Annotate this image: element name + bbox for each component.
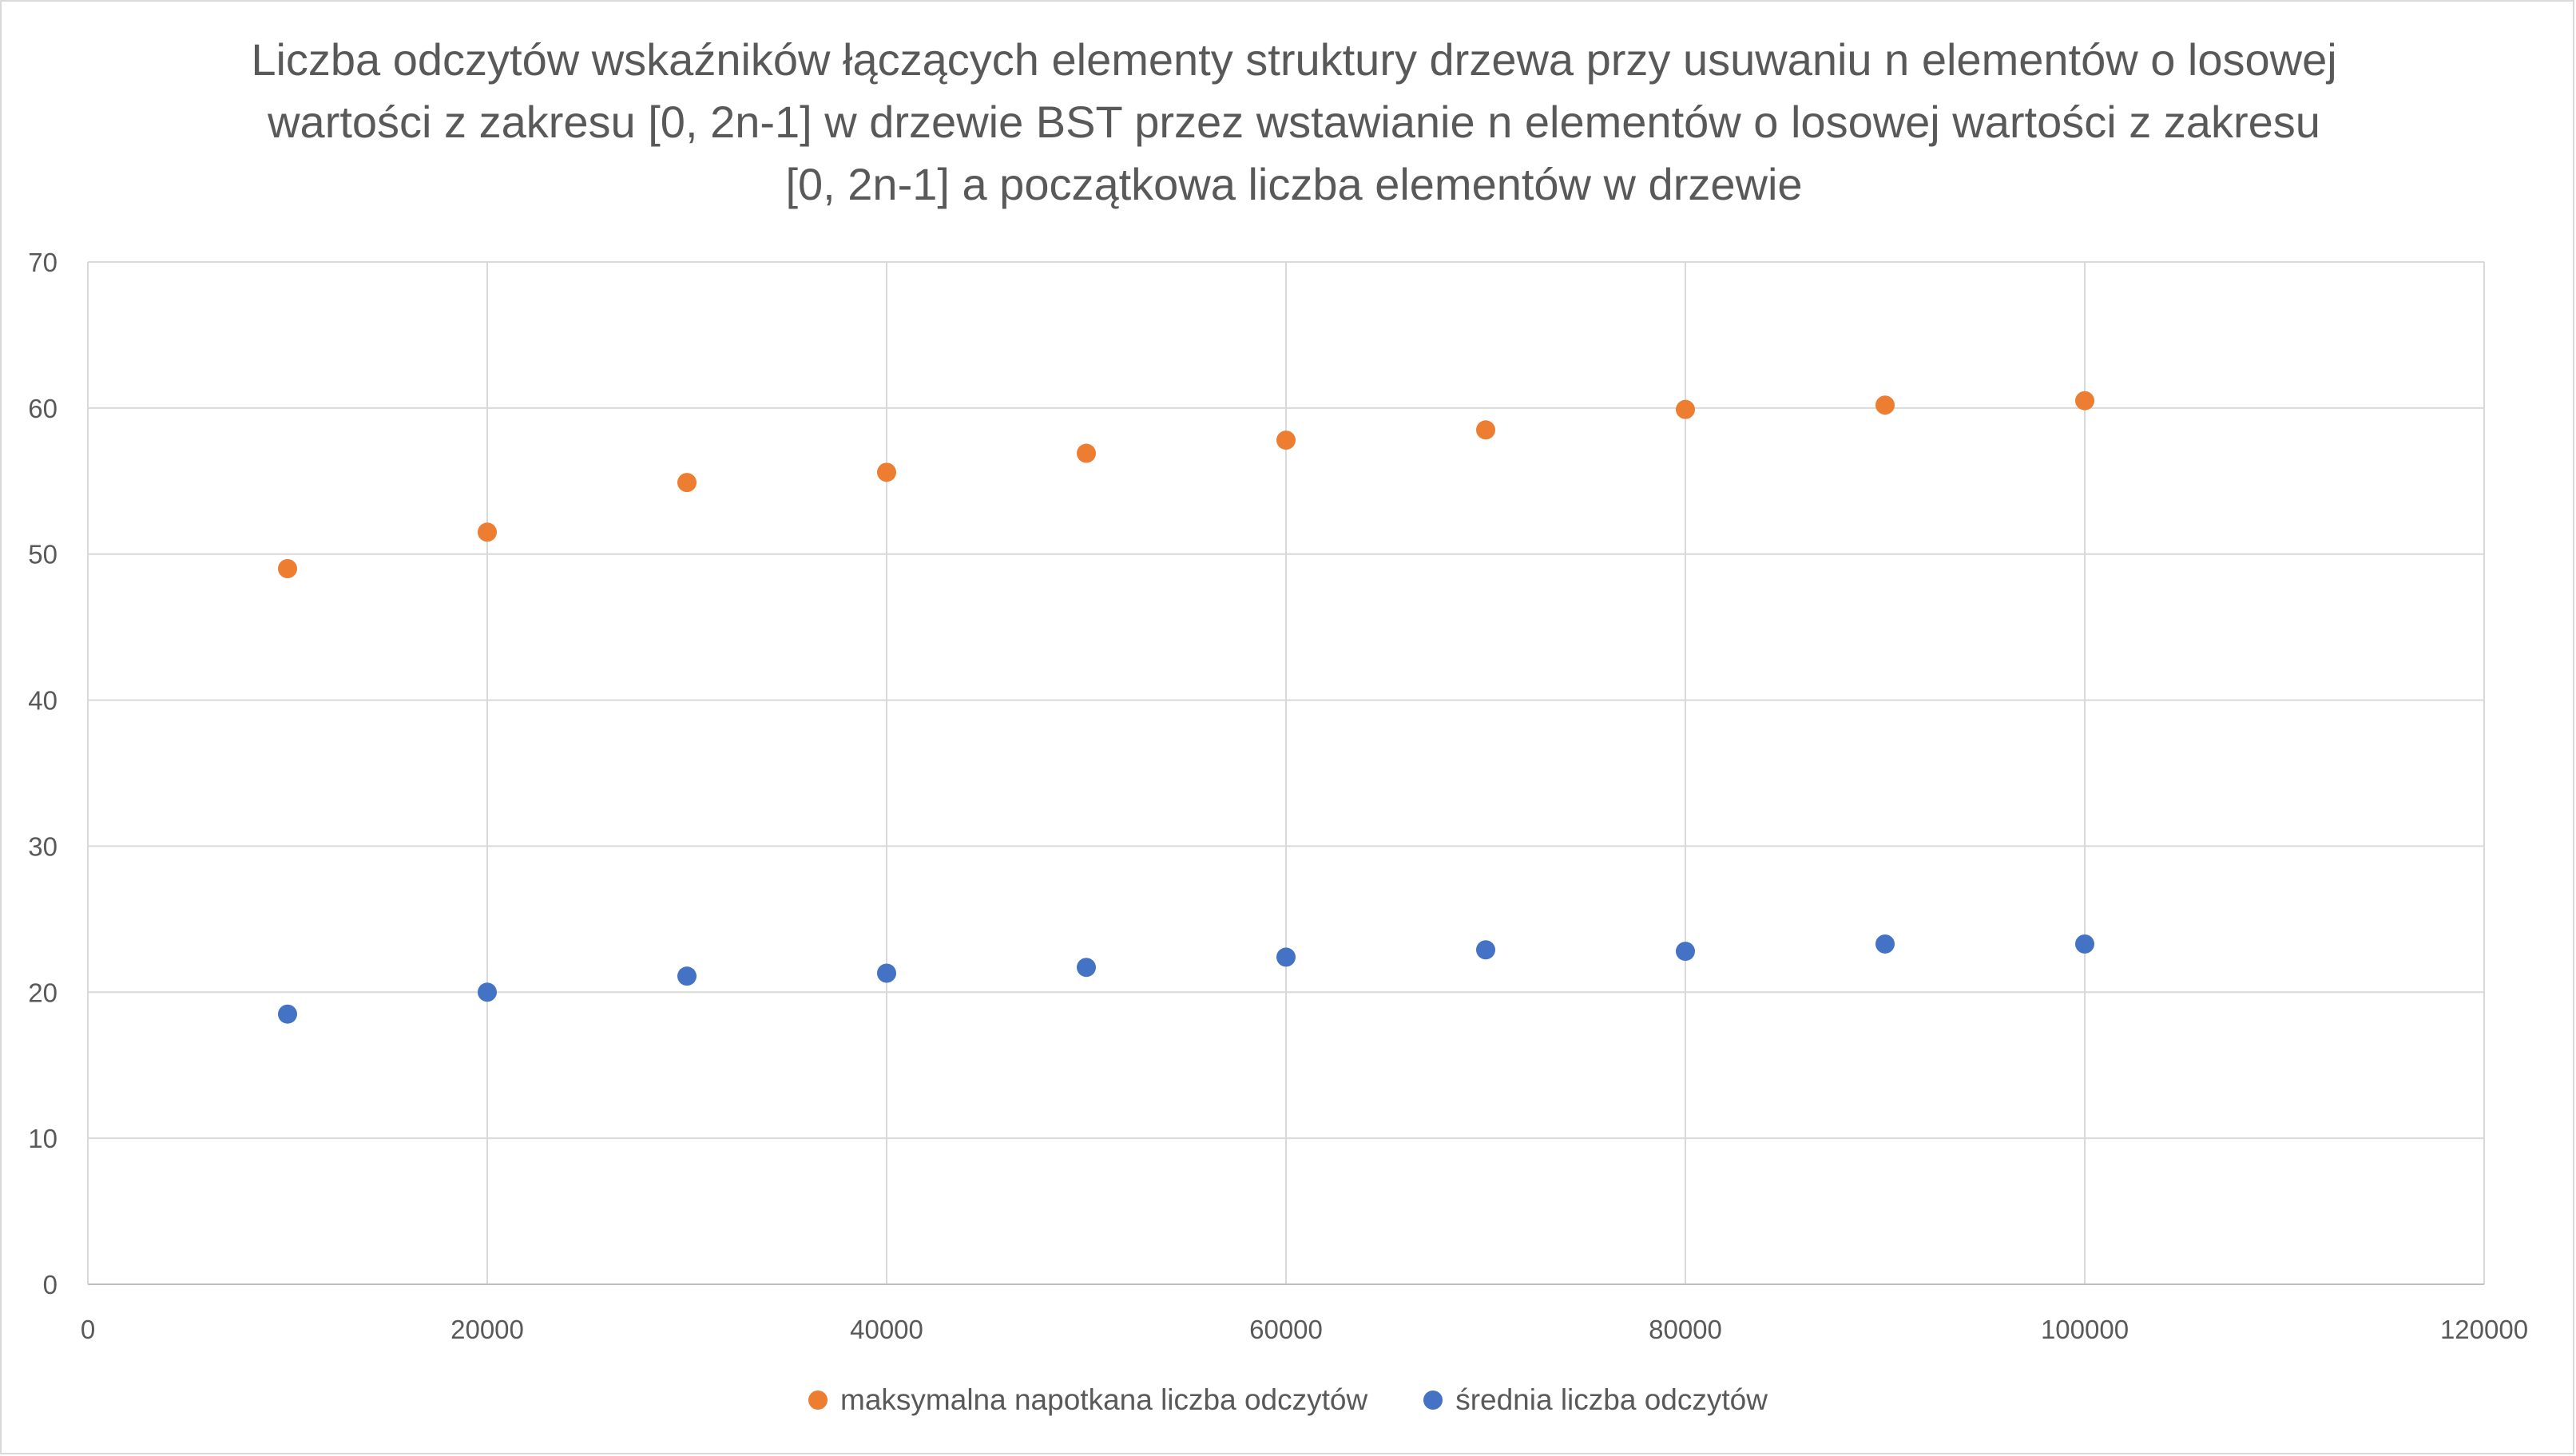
legend-label-series-1: średnia liczba odczytów xyxy=(1455,1383,1768,1416)
data-point-series-0-1 xyxy=(478,522,497,542)
legend-item-series-1: średnia liczba odczytów xyxy=(1423,1383,1768,1417)
x-tick-label-60000: 60000 xyxy=(1249,1315,1323,1344)
x-tick-label-20000: 20000 xyxy=(451,1315,524,1344)
y-tick-label-50: 50 xyxy=(28,540,58,569)
chart-title: Liczba odczytów wskaźników łączących ele… xyxy=(251,34,2337,209)
legend-item-series-0: maksymalna napotkana liczba odczytów xyxy=(808,1383,1367,1417)
y-tick-label-60: 60 xyxy=(28,394,58,423)
data-point-series-1-8 xyxy=(1875,934,1895,954)
data-point-series-1-6 xyxy=(1476,940,1495,960)
x-tick-label-40000: 40000 xyxy=(850,1315,923,1344)
y-tick-label-30: 30 xyxy=(28,831,58,861)
data-points xyxy=(278,391,2094,1024)
x-tick-label-120000: 120000 xyxy=(2440,1315,2528,1344)
x-tick-label-0: 0 xyxy=(81,1315,95,1344)
data-point-series-1-7 xyxy=(1676,942,1695,962)
data-point-series-1-4 xyxy=(1077,958,1096,978)
legend-marker-series-1 xyxy=(1423,1391,1443,1410)
y-tick-label-40: 40 xyxy=(28,686,58,716)
tick-labels: 0 10 20 30 40 50 60 70 0 20000 40000 60000 80000 1000… xyxy=(28,248,2528,1344)
data-point-series-0-7 xyxy=(1676,399,1695,419)
data-point-series-1-5 xyxy=(1276,947,1296,967)
data-point-series-0-3 xyxy=(877,462,896,482)
data-point-series-1-9 xyxy=(2075,934,2094,954)
x-tick-label-100000: 100000 xyxy=(2041,1315,2129,1344)
data-point-series-0-2 xyxy=(677,473,697,493)
legend-label-series-0: maksymalna napotkana liczba odczytów xyxy=(840,1383,1368,1416)
data-point-series-0-8 xyxy=(1875,395,1895,415)
x-tick-label-80000: 80000 xyxy=(1649,1315,1722,1344)
y-tick-label-70: 70 xyxy=(28,248,58,277)
y-tick-label-20: 20 xyxy=(28,978,58,1007)
data-point-series-0-4 xyxy=(1077,443,1096,463)
data-point-series-1-3 xyxy=(877,963,896,983)
legend-marker-series-0 xyxy=(808,1391,828,1410)
data-point-series-1-1 xyxy=(478,982,497,1002)
data-point-series-0-0 xyxy=(278,559,297,578)
axes xyxy=(87,262,2484,1285)
y-tick-label-10: 10 xyxy=(28,1124,58,1153)
grid-lines xyxy=(88,261,2485,1284)
legend: maksymalna napotkana liczba odczytów śre… xyxy=(0,1372,2576,1428)
data-point-series-1-0 xyxy=(278,1004,297,1024)
data-point-series-0-9 xyxy=(2075,391,2094,411)
data-point-series-0-5 xyxy=(1276,430,1296,450)
data-point-series-0-6 xyxy=(1476,420,1495,440)
data-point-series-1-2 xyxy=(677,966,697,986)
y-tick-label-0: 0 xyxy=(43,1270,58,1299)
